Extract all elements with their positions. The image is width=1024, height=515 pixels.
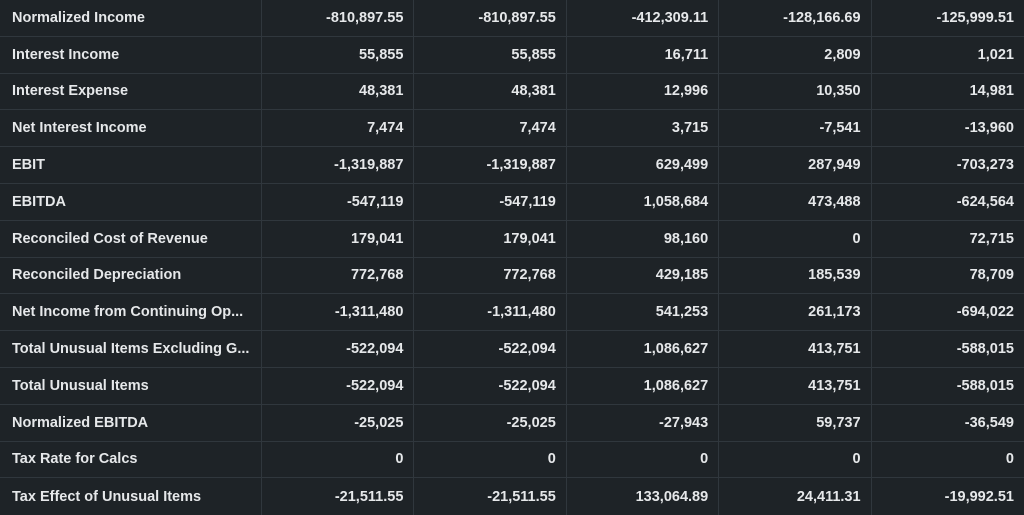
table-cell-value: 55,855 — [262, 36, 415, 73]
table-cell-value: -624,564 — [956, 193, 1014, 210]
table-cell-value: -547,119 — [262, 183, 415, 220]
table-cell-value: -547,119 — [414, 183, 567, 220]
table-cell-value: -703,273 — [956, 157, 1014, 174]
table-cell-value: 0 — [719, 441, 872, 478]
table-cell-value: 429,185 — [567, 257, 720, 294]
row-label: Reconciled Cost of Revenue — [0, 220, 262, 257]
table-cell-value: -588,015 — [956, 377, 1014, 394]
row-label: EBIT — [0, 147, 262, 183]
table-cell-value: -21,511.55 — [262, 478, 415, 515]
table-row: Interest Income 55,855 55,855 16,711 2,809 1,… — [0, 36, 1024, 74]
table-cell-value: 16,711 — [567, 36, 720, 73]
table-cell-value: -810,897.55 — [414, 0, 567, 36]
row-label: Net Income from Continuing Op... — [0, 294, 262, 331]
table-cell-value: 629,499 — [567, 147, 720, 183]
table-cell-value: -1,311,480 — [414, 294, 567, 331]
table-cell-value: 413,751 — [719, 331, 872, 367]
table-cell-value: 55,855 — [414, 36, 567, 73]
table-cell-value: 1,086,627 — [567, 367, 720, 404]
table-cell-value: 0 — [262, 441, 415, 478]
table-cell-value: 48,381 — [414, 73, 567, 110]
table-cell-value: 2,809 — [719, 36, 872, 73]
table-cell-value: -21,511.55 — [414, 478, 567, 515]
row-label: Tax Effect of Unusual Items — [0, 478, 262, 515]
table-cell-value: 179,041 — [414, 220, 567, 257]
row-label: Normalized EBITDA — [0, 404, 262, 441]
table-row: Total Unusual Items Excluding G... -522,0… — [0, 331, 1024, 368]
table-cell-value: 133,064.89 — [567, 478, 720, 515]
table-cell-value: -522,094 — [414, 367, 567, 404]
table-cell-value: -412,309.11 — [567, 0, 720, 36]
table-cell-value: -7,541 — [719, 110, 872, 147]
row-label: Interest Expense — [0, 73, 262, 110]
table-cell-value: 7,474 — [262, 110, 415, 147]
row-label: EBITDA — [0, 183, 262, 220]
table-cell-value: 0 — [567, 441, 720, 478]
row-label: Interest Income — [0, 36, 262, 73]
row-label: Normalized Income — [0, 0, 262, 36]
table-cell-value: -25,025 — [414, 404, 567, 441]
table-cell-value: 72,715 — [969, 230, 1014, 247]
table-cell-value: -128,166.69 — [719, 0, 872, 36]
table-cell-value: -588,015 — [956, 341, 1014, 358]
table-cell-value: -1,319,887 — [414, 147, 567, 183]
table-cell-value: 261,173 — [719, 294, 872, 331]
row-label: Tax Rate for Calcs — [0, 441, 262, 478]
row-label: Total Unusual Items Excluding G... — [0, 331, 262, 367]
table-row: Interest Expense 48,381 48,381 12,996 10,350… — [0, 73, 1024, 111]
table-row: Reconciled Cost of Revenue 179,041 179,041… — [0, 220, 1024, 258]
table-row: Net Income from Continuing Op... -1,311,4… — [0, 294, 1024, 332]
table-cell-value: 12,996 — [567, 73, 720, 110]
table-cell-value: -522,094 — [262, 331, 415, 367]
table-cell-value: -1,311,480 — [262, 294, 415, 331]
table-cell-value: 473,488 — [719, 183, 872, 220]
table-cell-value: -13,960 — [964, 120, 1014, 137]
table-cell-value: -810,897.55 — [262, 0, 415, 36]
table-cell-value: 185,539 — [719, 257, 872, 294]
table-cell-value: 541,253 — [567, 294, 720, 331]
table-row: Normalized EBITDA -25,025 -25,025 -27,943 59… — [0, 404, 1024, 442]
table-cell-value: 287,949 — [719, 147, 872, 183]
table-cell-value: 24,411.31 — [719, 478, 872, 515]
table-row: Normalized Income -810,897.55 -810,897.55-… — [0, 0, 1024, 37]
table-cell-value: -25,025 — [262, 404, 415, 441]
table-row: EBIT -1,319,887 -1,319,887 629,499 287,949 -7… — [0, 147, 1024, 184]
table-cell-value: 14,981 — [969, 83, 1014, 100]
table-cell-value: 772,768 — [414, 257, 567, 294]
table-cell-value: 0 — [414, 441, 567, 478]
table-cell-value: 179,041 — [262, 220, 415, 257]
table-cell-value: -694,022 — [956, 304, 1014, 321]
table-cell-value: 413,751 — [719, 367, 872, 404]
table-cell-value: -522,094 — [262, 367, 415, 404]
table-cell-value: 3,715 — [567, 110, 720, 147]
table-cell-value: 59,737 — [719, 404, 872, 441]
table-cell-value: 98,160 — [567, 220, 720, 257]
table-row: Total Unusual Items -522,094 -522,094 1,086… — [0, 367, 1024, 405]
table-cell-value: 1,086,627 — [567, 331, 720, 367]
table-cell-value: -1,319,887 — [262, 147, 415, 183]
table-row: Tax Rate for Calcs 0 0 0 0 0 — [0, 441, 1024, 479]
table-cell-value: 1,021 — [977, 46, 1014, 63]
table-row: Net Interest Income 7,474 7,474 3,715 -7,541… — [0, 110, 1024, 148]
row-label: Total Unusual Items — [0, 367, 262, 404]
table-cell-value: 0 — [1005, 451, 1014, 468]
table-row: Reconciled Depreciation 772,768 772,768 429… — [0, 257, 1024, 295]
table-cell-value: -36,549 — [964, 414, 1014, 431]
table-cell-value: -27,943 — [567, 404, 720, 441]
table-cell-value: 0 — [719, 220, 872, 257]
table-cell-value: -19,992.51 — [944, 488, 1014, 505]
table-cell-value: 10,350 — [719, 73, 872, 110]
table-cell-value: 7,474 — [414, 110, 567, 147]
table-cell-value: 78,709 — [969, 267, 1014, 284]
table-row: EBITDA -547,119 -547,119 1,058,684 473,488 -6… — [0, 183, 1024, 221]
table-row: Tax Effect of Unusual Items -21,511.55 -21… — [0, 478, 1024, 515]
row-label: Reconciled Depreciation — [0, 257, 262, 294]
table-cell-value: 1,058,684 — [567, 183, 720, 220]
table-cell-value: -522,094 — [414, 331, 567, 367]
row-label: Net Interest Income — [0, 110, 262, 147]
table-cell-value: 48,381 — [262, 73, 415, 110]
table-cell-value: 772,768 — [262, 257, 415, 294]
table-cell-value: -125,999.51 — [936, 9, 1014, 26]
